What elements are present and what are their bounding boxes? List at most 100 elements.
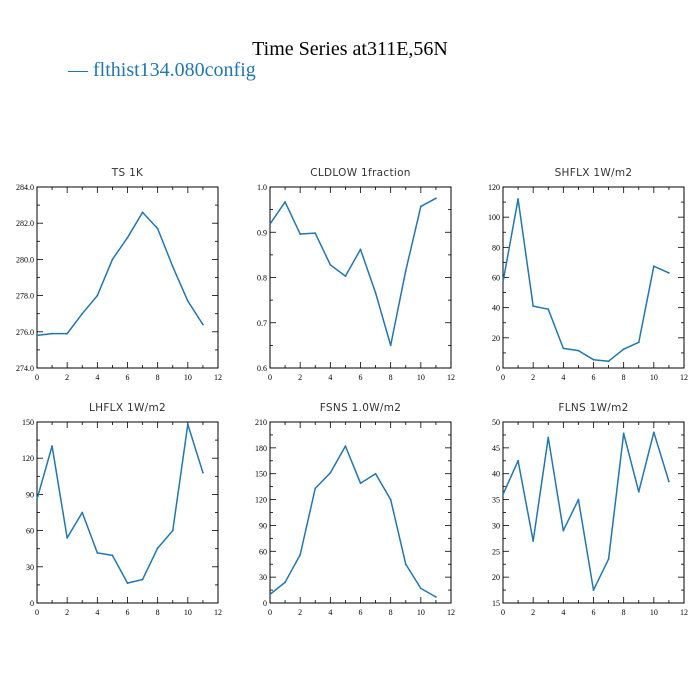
y-tick-label: 90	[26, 490, 34, 499]
y-tick-label: 0	[263, 599, 267, 608]
series-line	[502, 198, 670, 362]
data-point	[577, 498, 580, 501]
x-tick-label: 8	[389, 608, 393, 617]
data-point	[186, 300, 189, 302]
x-tick-label: 2	[65, 373, 69, 382]
data-point	[389, 498, 392, 501]
data-point	[404, 563, 407, 566]
plot-frame	[269, 421, 452, 604]
data-point	[637, 490, 640, 493]
data-point	[502, 281, 504, 283]
data-point	[547, 308, 550, 311]
plot-frame	[36, 421, 219, 604]
data-point	[502, 493, 504, 496]
data-point	[299, 233, 302, 235]
series-line	[269, 445, 437, 598]
data-point	[668, 480, 670, 483]
data-point	[359, 248, 362, 251]
data-point	[126, 236, 129, 239]
x-tick-label: 6	[359, 608, 363, 617]
data-point	[374, 291, 377, 294]
x-tick-label: 2	[65, 608, 69, 617]
data-point	[562, 347, 565, 350]
x-tick-label: 4	[561, 608, 565, 617]
x-tick-label: 6	[359, 373, 363, 382]
y-tick-label: 150	[255, 470, 267, 479]
data-point	[668, 272, 670, 274]
y-tick-label: 100	[488, 213, 500, 222]
plot-frame	[36, 186, 219, 369]
x-tick-label: 4	[95, 373, 99, 382]
data-point	[532, 305, 535, 308]
y-tick-label: 25	[492, 547, 500, 556]
data-point	[96, 294, 99, 297]
data-point	[404, 269, 407, 272]
series-line	[36, 211, 204, 337]
y-tick-label: 280.0	[16, 255, 34, 264]
y-tick-label: 20	[492, 334, 500, 343]
plot-frame	[502, 421, 685, 604]
x-tick-label: 0	[268, 608, 272, 617]
plot-frame	[269, 186, 452, 369]
x-tick-label: 10	[650, 608, 658, 617]
x-tick-label: 12	[447, 373, 455, 382]
x-tick-label: 0	[501, 373, 505, 382]
x-tick-label: 10	[184, 608, 192, 617]
y-tick-label: 45	[492, 444, 500, 453]
x-tick-label: 12	[680, 373, 688, 382]
data-point	[389, 344, 392, 347]
x-tick-label: 0	[35, 608, 39, 617]
x-tick-label: 8	[622, 373, 626, 382]
y-tick-label: 274.0	[16, 364, 34, 373]
x-tick-label: 4	[328, 608, 332, 617]
legend-entry: — flthist134.080config	[67, 59, 256, 81]
y-tick-label: 30	[26, 563, 34, 572]
data-point	[186, 423, 189, 426]
data-point	[202, 471, 204, 474]
x-tick-label: 12	[447, 608, 455, 617]
data-point	[156, 227, 159, 230]
y-tick-label: 210	[255, 418, 267, 427]
x-tick-label: 10	[417, 608, 425, 617]
x-tick-label: 6	[126, 373, 130, 382]
x-tick-label: 8	[389, 373, 393, 382]
data-point	[156, 547, 159, 549]
chart-panel-5: FLNS 1W/m2 0 2 4 6 8 10 12 15 20 25 30 35 40 45 50	[492, 402, 688, 617]
panel-title: FLNS 1W/m2	[558, 402, 628, 414]
y-tick-label: 60	[26, 527, 34, 536]
data-point	[607, 558, 610, 560]
y-tick-label: 50	[492, 418, 500, 427]
x-tick-label: 0	[501, 608, 505, 617]
data-point	[51, 332, 53, 335]
y-tick-label: 80	[492, 243, 500, 252]
data-point	[111, 554, 114, 557]
y-tick-label: 40	[492, 470, 500, 479]
y-tick-label: 278.0	[16, 292, 34, 301]
data-point	[36, 334, 38, 337]
data-point	[374, 472, 377, 475]
y-tick-label: 0	[30, 599, 34, 608]
data-point	[284, 581, 286, 584]
panel-title: FSNS 1.0W/m2	[320, 402, 402, 414]
data-point	[314, 487, 317, 490]
data-point	[314, 232, 317, 235]
y-tick-label: 282.0	[16, 219, 34, 228]
series-line	[36, 423, 204, 584]
data-point	[344, 275, 347, 278]
panel-title: LHFLX 1W/m2	[89, 402, 166, 414]
data-point	[652, 265, 655, 268]
data-point	[562, 529, 565, 532]
y-tick-label: 120	[22, 454, 34, 463]
y-tick-label: 180	[255, 444, 267, 453]
x-tick-label: 2	[298, 608, 302, 617]
data-point	[435, 596, 437, 598]
data-point	[329, 471, 332, 474]
y-tick-label: 20	[492, 573, 500, 582]
x-tick-label: 6	[592, 608, 596, 617]
y-tick-label: 0.8	[257, 274, 267, 283]
data-point	[299, 553, 302, 556]
x-tick-label: 10	[417, 373, 425, 382]
